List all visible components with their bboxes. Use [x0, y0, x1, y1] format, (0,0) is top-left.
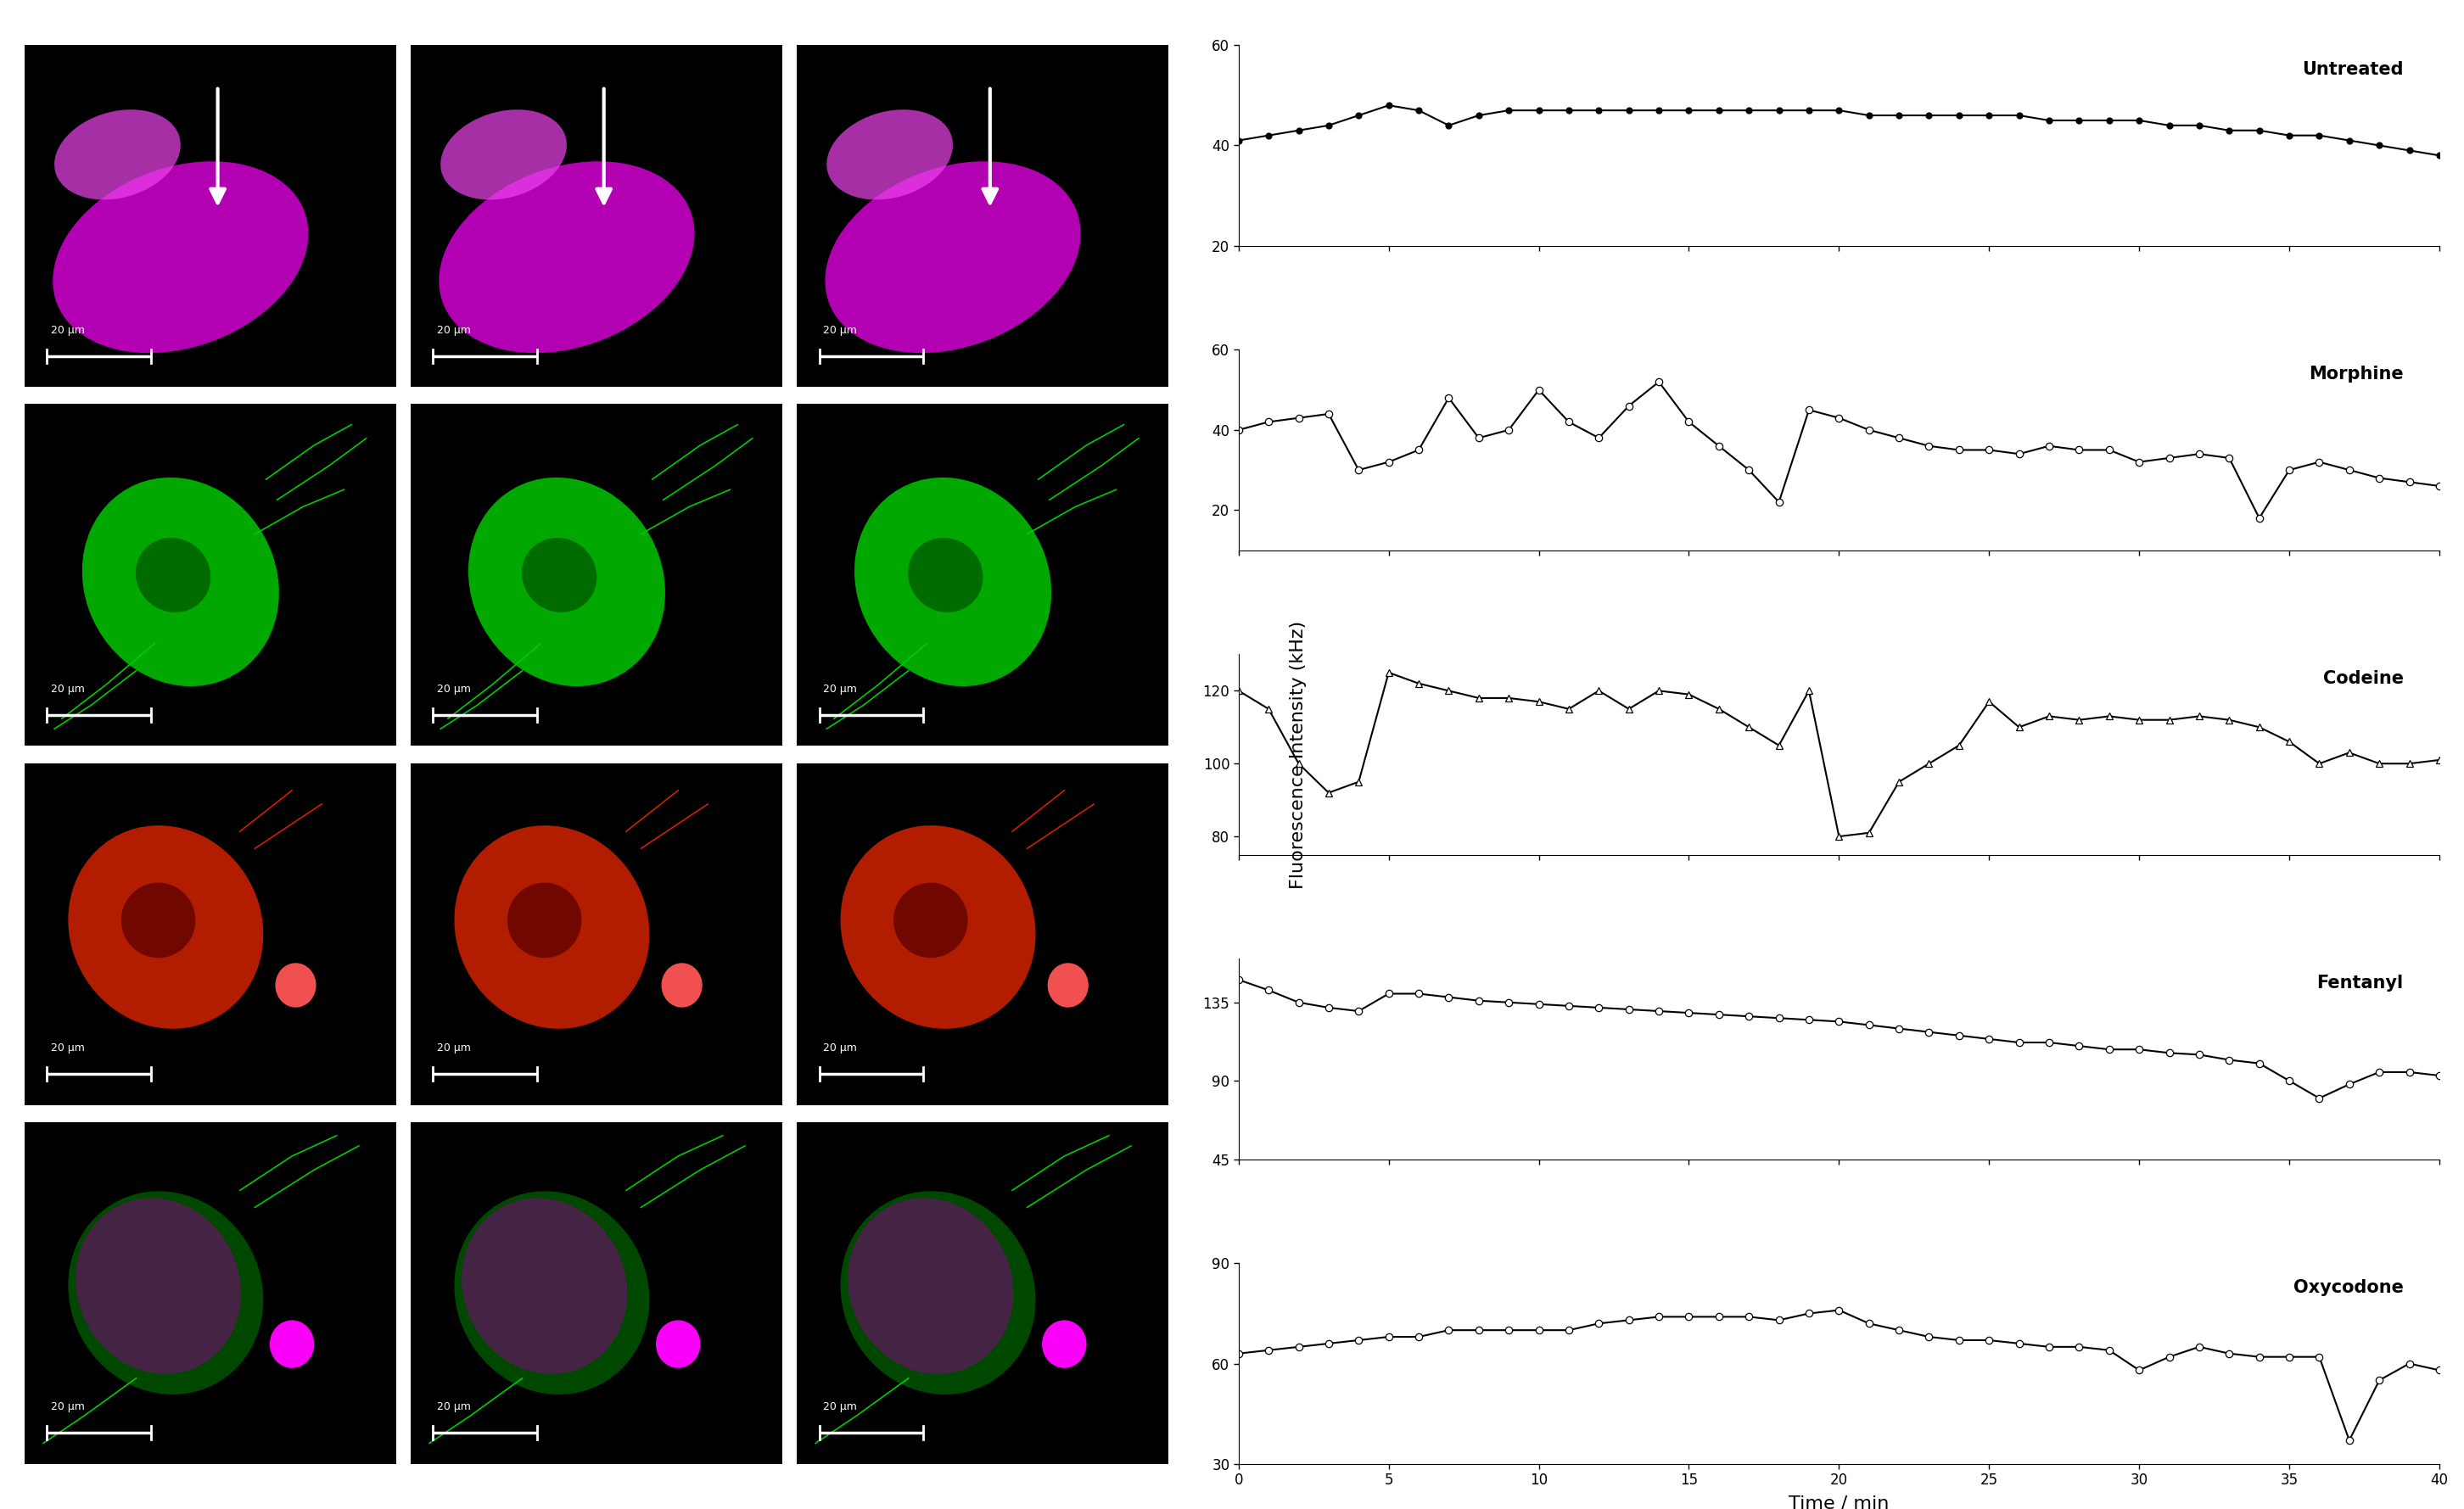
Ellipse shape: [439, 161, 695, 353]
Text: 20 μm: 20 μm: [823, 684, 857, 694]
Ellipse shape: [69, 1191, 264, 1394]
Ellipse shape: [269, 1320, 315, 1369]
Ellipse shape: [848, 1198, 1013, 1375]
Ellipse shape: [855, 477, 1052, 687]
Text: (B): (B): [1252, 66, 1306, 98]
Text: Oxycodone: Oxycodone: [2294, 1280, 2402, 1296]
Text: Fluorescence Intensity (kHz): Fluorescence Intensity (kHz): [1291, 620, 1306, 889]
Ellipse shape: [276, 963, 315, 1008]
Text: 20 μm: 20 μm: [436, 684, 471, 694]
Text: 20 μm: 20 μm: [436, 1043, 471, 1053]
Ellipse shape: [76, 1198, 241, 1375]
Ellipse shape: [655, 1320, 700, 1369]
Ellipse shape: [1042, 1320, 1087, 1369]
Ellipse shape: [907, 537, 983, 613]
Ellipse shape: [461, 1198, 628, 1375]
Text: 20 μm: 20 μm: [823, 324, 857, 337]
Ellipse shape: [825, 161, 1082, 353]
Ellipse shape: [828, 110, 954, 199]
Text: 20 μm: 20 μm: [823, 1402, 857, 1412]
Ellipse shape: [441, 110, 567, 199]
Ellipse shape: [81, 477, 278, 687]
Text: Fentanyl: Fentanyl: [2316, 975, 2402, 991]
Ellipse shape: [54, 110, 180, 199]
Text: Codeine: Codeine: [2324, 670, 2402, 687]
Text: Untreated: Untreated: [2301, 62, 2402, 78]
Text: 20 μm: 20 μm: [823, 1043, 857, 1053]
Ellipse shape: [522, 537, 596, 613]
Text: 20 μm: 20 μm: [52, 684, 84, 694]
Ellipse shape: [894, 883, 968, 958]
Ellipse shape: [508, 883, 582, 958]
Ellipse shape: [52, 161, 308, 353]
Text: 20 μm: 20 μm: [52, 1402, 84, 1412]
Text: 20 μm: 20 μm: [436, 324, 471, 337]
Ellipse shape: [136, 537, 209, 613]
X-axis label: Time / min: Time / min: [1789, 1495, 1890, 1509]
Ellipse shape: [453, 1191, 650, 1394]
Text: (A): (A): [37, 66, 91, 98]
Ellipse shape: [453, 825, 650, 1029]
Text: 20 μm: 20 μm: [52, 324, 84, 337]
Ellipse shape: [840, 1191, 1035, 1394]
Ellipse shape: [121, 883, 195, 958]
Text: Morphine: Morphine: [2309, 365, 2402, 383]
Ellipse shape: [69, 825, 264, 1029]
Text: 20 μm: 20 μm: [52, 1043, 84, 1053]
Text: 20 μm: 20 μm: [436, 1402, 471, 1412]
Ellipse shape: [1047, 963, 1089, 1008]
Ellipse shape: [660, 963, 702, 1008]
Ellipse shape: [468, 477, 665, 687]
Ellipse shape: [840, 825, 1035, 1029]
